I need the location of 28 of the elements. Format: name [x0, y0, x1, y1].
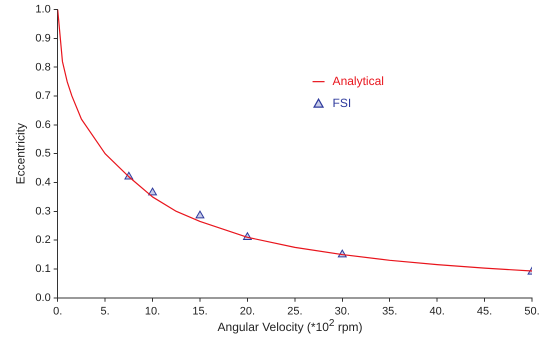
x-tick-label: 25.	[287, 305, 302, 318]
y-axis-title: Eccentricity	[14, 123, 28, 184]
y-tick-label: 0.4	[35, 176, 51, 189]
point	[148, 188, 157, 196]
y-tick-label: 0.6	[35, 118, 51, 131]
x-tick-label: 0.	[53, 305, 62, 318]
x-tick-label: 20.	[240, 305, 256, 318]
x-tick-label: 10.	[144, 305, 160, 318]
x-tick-label: 45.	[476, 305, 492, 318]
x-axis-title: Angular Velocity (*10$^{2}$ rpm)	[216, 318, 364, 334]
point	[196, 210, 204, 218]
x-tick-label: 5.	[100, 305, 110, 318]
y-tick-label: 0.3	[35, 205, 51, 218]
y-tick-label: 0.0	[35, 292, 51, 304]
y-tick-label: 1.0	[35, 4, 51, 16]
legend-label: Analytical	[332, 74, 384, 88]
y-tick-label: 0.1	[35, 263, 51, 276]
y-tick-label: 0.9	[35, 32, 51, 44]
y-tick-label: 0.2	[35, 234, 51, 246]
x-tick-label: 15.	[192, 305, 208, 318]
y-tick-label: 0.7	[35, 90, 51, 102]
x-tick-label: 30.	[334, 305, 350, 318]
y-tick-label: 0.8	[35, 61, 51, 74]
x-tick-label: 35.	[382, 305, 398, 318]
legend-label: FSI	[332, 96, 352, 110]
x-tick-label: 50.	[524, 305, 540, 318]
y-tick-label: 0.5	[35, 148, 51, 160]
x-tick-label: 40.	[429, 305, 445, 318]
